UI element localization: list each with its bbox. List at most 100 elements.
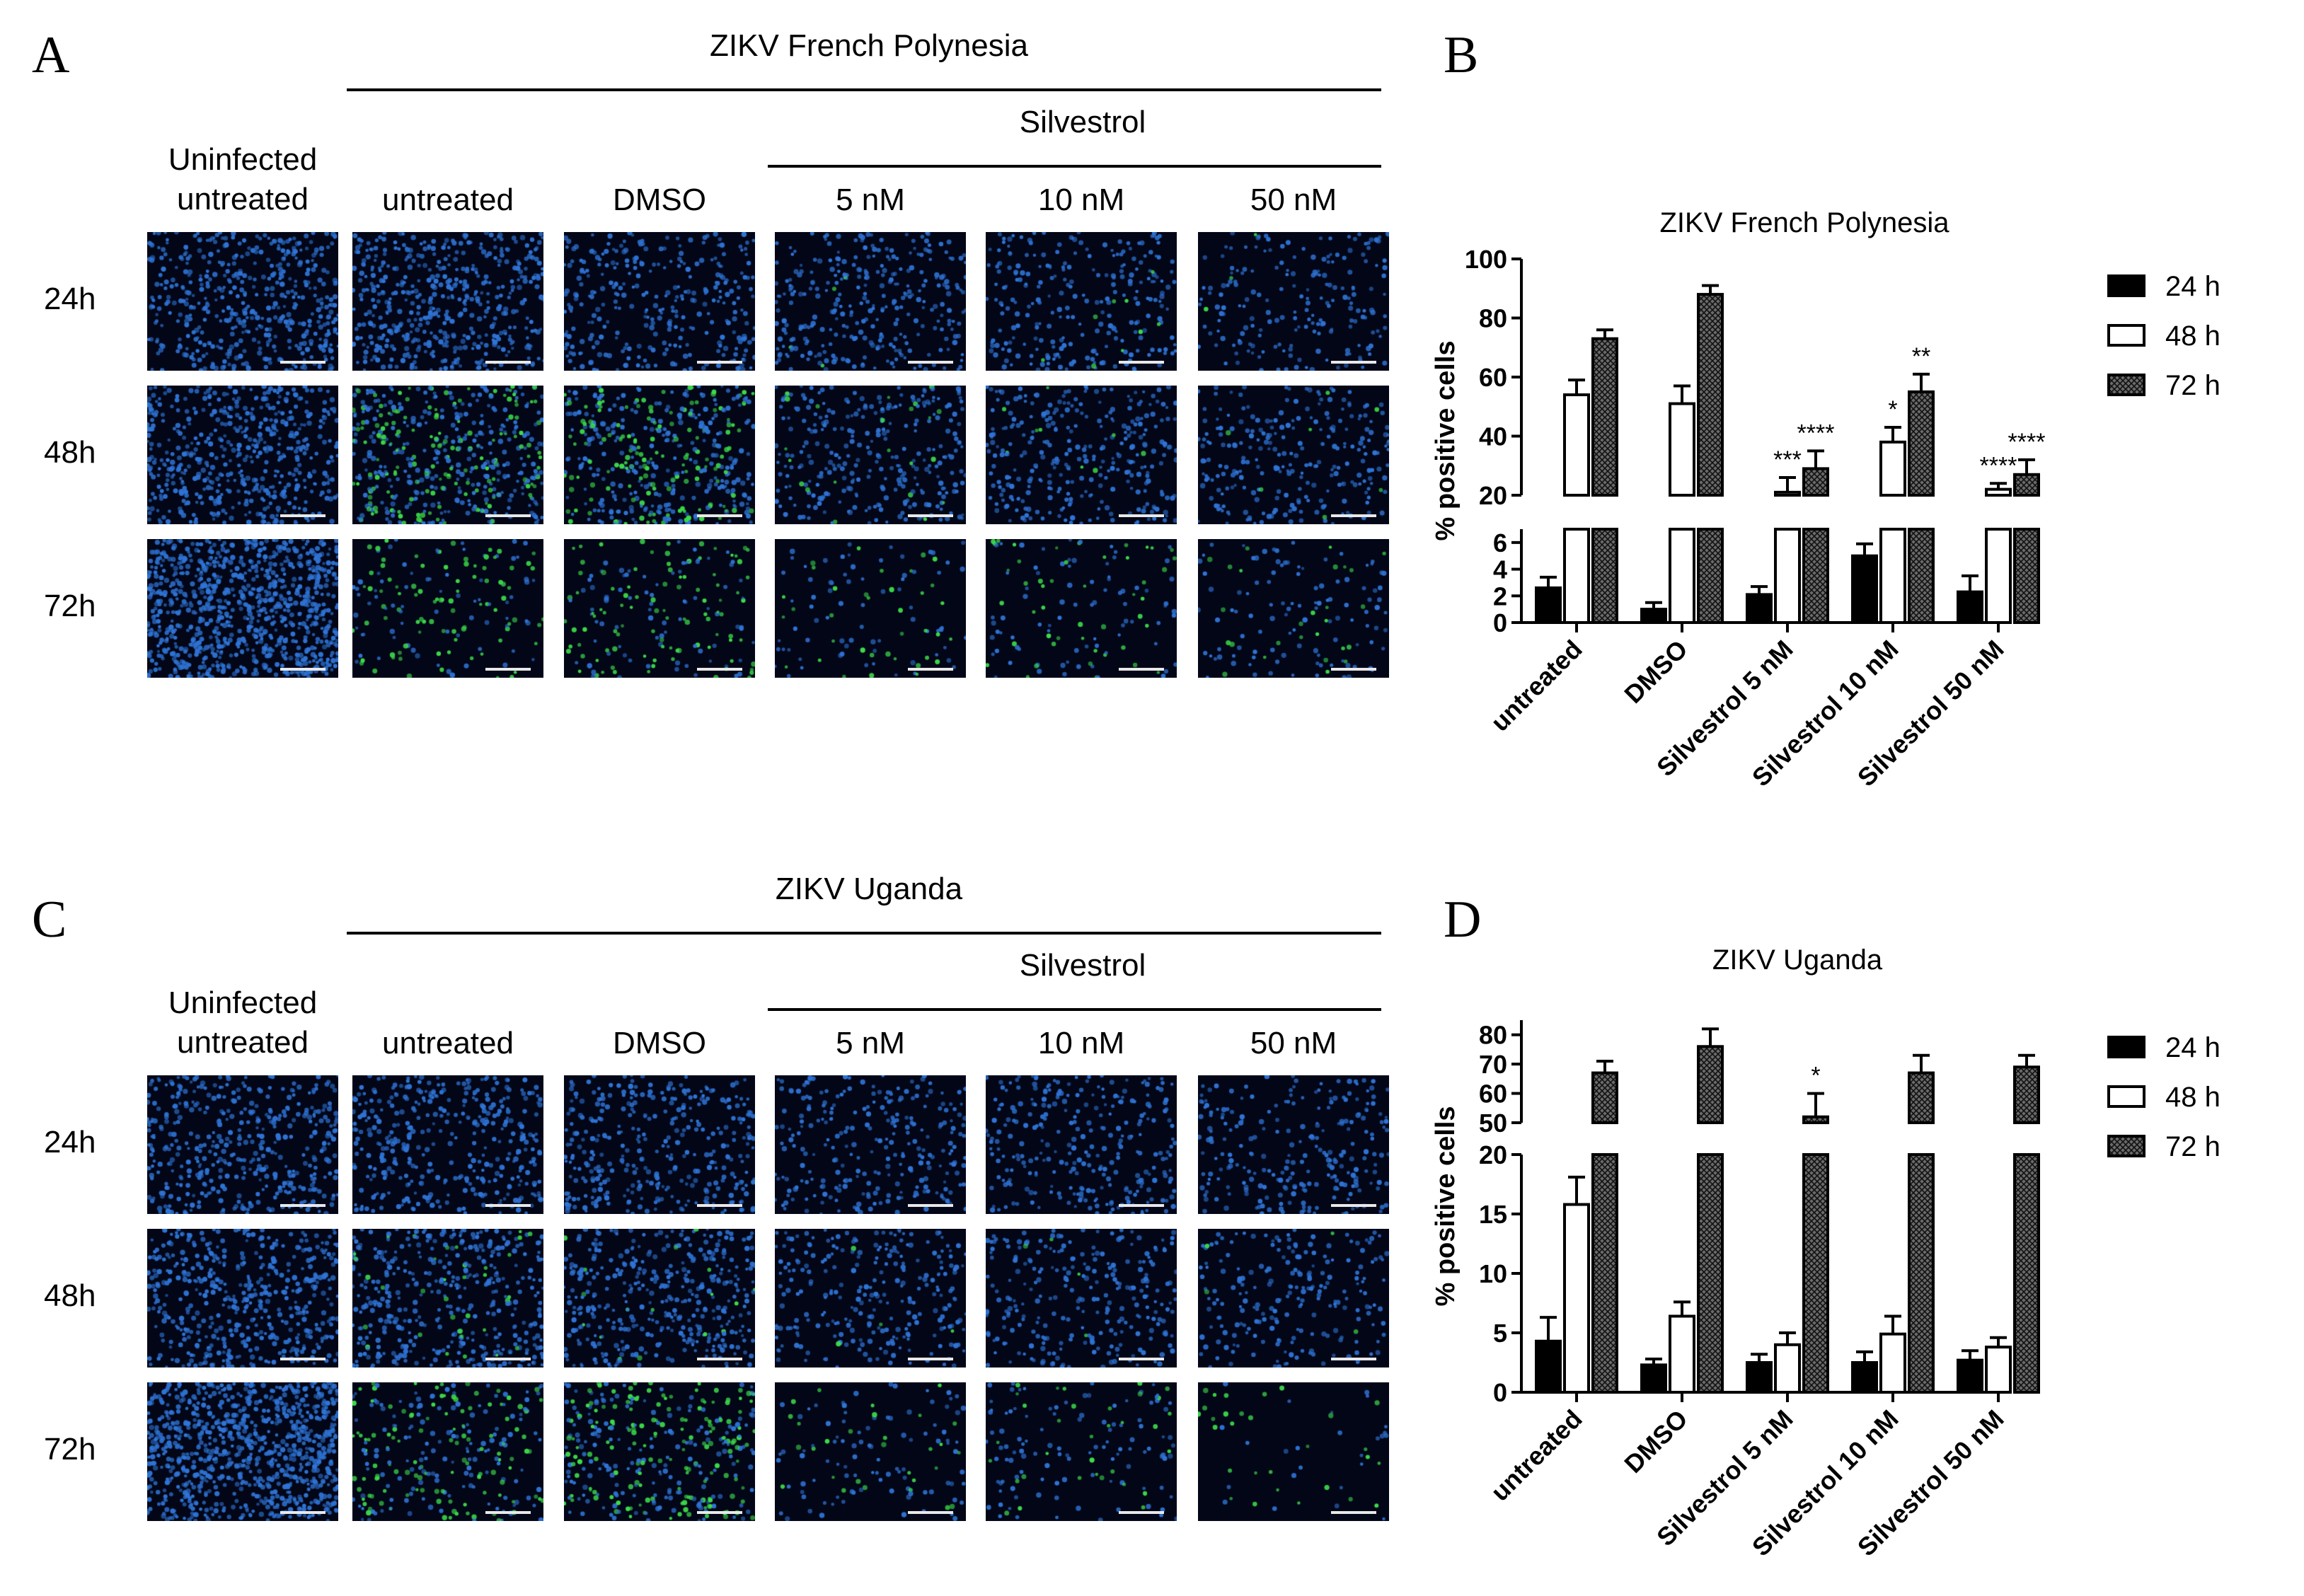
micrograph <box>564 232 755 371</box>
scale-bar <box>1119 361 1164 364</box>
micrograph <box>147 1075 338 1214</box>
bar <box>2013 528 2040 624</box>
column-header: DMSO <box>564 180 755 220</box>
micrograph <box>147 539 338 678</box>
virus-header-rule <box>347 88 1381 91</box>
bar <box>1802 1153 1829 1394</box>
column-header: 10 nM <box>986 1024 1177 1063</box>
bar <box>1774 490 1801 497</box>
scale-bar <box>1331 1204 1376 1207</box>
bar <box>1563 528 1590 624</box>
bar <box>1908 1071 1935 1124</box>
row-label: 48h <box>44 1278 96 1313</box>
micrograph <box>775 1382 966 1521</box>
y-tick-label: 0 <box>1493 608 1507 637</box>
y-tick-label: 70 <box>1479 1050 1507 1079</box>
significance-label: **** <box>1980 452 2017 479</box>
scale-bar <box>1119 668 1164 671</box>
legend-label: 24 h <box>2165 1032 2221 1063</box>
scale-bar <box>485 1358 531 1360</box>
bar <box>1957 1358 1983 1394</box>
micrograph <box>986 386 1177 524</box>
column-header: untreated <box>352 1024 543 1063</box>
scale-bar <box>485 668 531 671</box>
bar <box>1908 1153 1935 1394</box>
legend-label: 24 h <box>2165 271 2221 302</box>
micrograph <box>1198 539 1389 678</box>
y-tick-label: 80 <box>1479 304 1507 333</box>
significance-label: **** <box>2008 429 2046 456</box>
bar <box>1851 1361 1878 1394</box>
y-tick-label: 15 <box>1479 1200 1507 1229</box>
micrograph <box>352 386 543 524</box>
bar <box>1669 1314 1695 1394</box>
y-tick-label: 6 <box>1493 528 1507 557</box>
column-header-line: 50 nM <box>1250 183 1337 217</box>
silvestrol-header-rule <box>768 165 1381 168</box>
scale-bar <box>908 1204 953 1207</box>
legend-label: 72 h <box>2165 370 2221 401</box>
column-header: 5 nM <box>775 1024 966 1063</box>
micrograph-image <box>986 1075 1177 1214</box>
scale-bar <box>1119 1511 1164 1514</box>
column-header: Uninfected untreated <box>147 140 338 219</box>
micrograph-image <box>775 386 966 524</box>
micrograph-image <box>1198 232 1389 371</box>
chart-title: ZIKV French Polynesia <box>1659 207 1949 238</box>
micrograph-image <box>1198 1382 1389 1521</box>
y-tick-label: 20 <box>1479 1140 1507 1169</box>
scale-bar <box>908 514 953 517</box>
bar <box>1591 1071 1618 1124</box>
scale-bar <box>485 1204 531 1207</box>
micrograph <box>352 539 543 678</box>
legend-label: 48 h <box>2165 320 2221 352</box>
scale-bar <box>1119 1204 1164 1207</box>
micrograph <box>564 1229 755 1367</box>
micrograph-image <box>352 386 543 524</box>
micrograph <box>775 232 966 371</box>
micrograph-image <box>147 1229 338 1367</box>
micrograph <box>1198 1382 1389 1521</box>
micrograph-image <box>352 1229 543 1367</box>
micrograph <box>352 1382 543 1521</box>
bar <box>1535 586 1562 625</box>
chart-title: ZIKV Uganda <box>1712 944 1883 976</box>
micrograph-image <box>1198 1075 1389 1214</box>
scale-bar <box>697 1358 742 1360</box>
micrograph <box>986 1229 1177 1367</box>
column-header: DMSO <box>564 1024 755 1063</box>
micrograph <box>147 1382 338 1521</box>
bar <box>1697 1045 1724 1125</box>
bar <box>2013 473 2040 497</box>
virus-header: ZIKV French Polynesia <box>710 28 1028 63</box>
micrograph-image <box>564 1075 755 1214</box>
virus-header-rule <box>347 932 1381 935</box>
bar <box>1746 593 1773 625</box>
micrograph <box>1198 1075 1389 1214</box>
micrograph <box>564 539 755 678</box>
scale-bar <box>908 1358 953 1360</box>
micrograph <box>1198 232 1389 371</box>
x-tick-label: untreated <box>1485 635 1588 737</box>
x-tick-label: DMSO <box>1618 1404 1693 1479</box>
y-tick-label: 100 <box>1465 245 1507 274</box>
panel-label-b: B <box>1444 26 1479 84</box>
micrograph-image <box>775 232 966 371</box>
micrograph <box>986 539 1177 678</box>
bar <box>1908 390 1935 497</box>
legend-swatch <box>2107 324 2145 347</box>
y-tick-label: 60 <box>1479 363 1507 392</box>
column-header-line: untreated <box>177 182 309 216</box>
micrograph-image <box>564 1382 755 1521</box>
bar <box>1985 528 2012 624</box>
scale-bar <box>1331 668 1376 671</box>
micrograph <box>775 539 966 678</box>
column-header: Uninfected untreated <box>147 983 338 1063</box>
row-label: 24h <box>44 282 96 316</box>
y-tick-label: 80 <box>1479 1021 1507 1050</box>
panel-label-d: D <box>1444 891 1482 949</box>
scale-bar <box>697 1204 742 1207</box>
micrograph <box>775 1229 966 1367</box>
micrograph <box>986 1382 1177 1521</box>
legend-swatch <box>2107 1036 2145 1058</box>
